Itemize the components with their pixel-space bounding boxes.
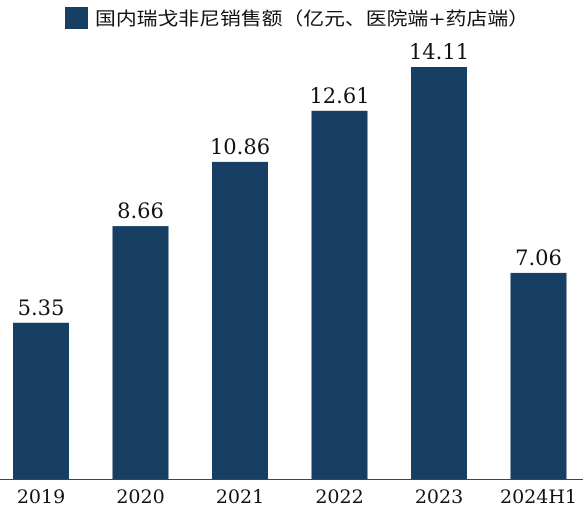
- bar-2023: [411, 67, 467, 479]
- data-labels: 5.35 8.66 10.86 12.61 14.11 7.06: [18, 40, 562, 320]
- x-tick-label-2023: 2023: [415, 486, 463, 508]
- bar-2020: [112, 226, 169, 479]
- bar-2019: [13, 322, 69, 479]
- x-tick-label-2021: 2021: [216, 486, 264, 508]
- data-label-2020: 8.66: [117, 199, 164, 223]
- bar-2021: [212, 161, 268, 479]
- data-label-2022: 12.61: [309, 84, 369, 108]
- data-label-2024H1: 7.06: [515, 246, 562, 270]
- x-tick-label-2020: 2020: [116, 486, 164, 508]
- bars: [13, 67, 567, 480]
- data-label-2021: 10.86: [210, 135, 270, 159]
- x-tick-label-2022: 2022: [315, 486, 363, 508]
- data-label-2019: 5.35: [18, 296, 65, 320]
- x-axis-ticks: 2019 2020 2021 2022 2023 2024H1: [17, 486, 577, 508]
- x-tick-label-2024H1: 2024H1: [500, 486, 577, 508]
- legend: 国内瑞戈非尼销售额（亿元、医院端+药店端）: [65, 7, 529, 30]
- legend-swatch: [65, 7, 88, 29]
- legend-label: 国内瑞戈非尼销售额（亿元、医院端+药店端）: [95, 9, 529, 30]
- bar-2022: [311, 110, 368, 480]
- bar-2024H1: [510, 272, 567, 479]
- x-tick-label-2019: 2019: [17, 486, 65, 508]
- data-label-2023: 14.11: [409, 40, 469, 64]
